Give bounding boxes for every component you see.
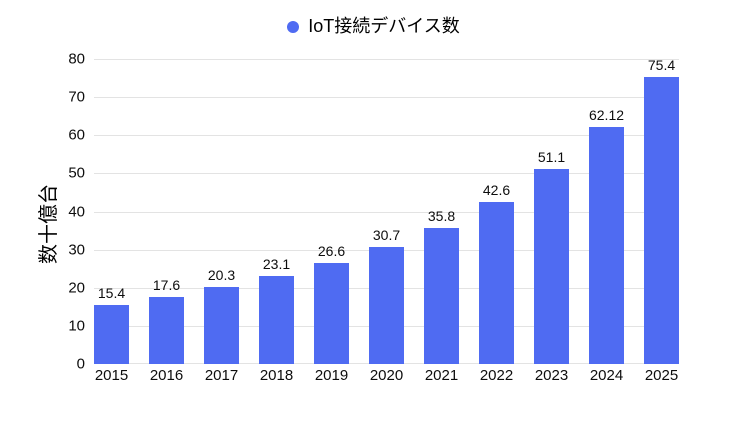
value-label-2019: 26.6: [317, 242, 346, 259]
x-tick-label-2021: 2021: [424, 367, 459, 384]
y-tick-label-30: 30: [68, 241, 85, 259]
legend-marker-icon: [287, 20, 300, 33]
bar-2018[interactable]: [259, 275, 294, 364]
y-tick-label-0: 0: [76, 355, 85, 373]
y-tick-label-10: 10: [68, 317, 85, 335]
value-label-2025: 75.4: [647, 56, 676, 73]
value-label-2018: 23.1: [262, 255, 291, 272]
value-label-2016: 17.6: [152, 276, 181, 293]
y-tick-label-20: 20: [68, 279, 85, 297]
x-tick-label-2018: 2018: [259, 367, 294, 384]
gridline: [94, 173, 679, 174]
y-tick-label-70: 70: [68, 88, 85, 106]
value-label-2022: 42.6: [482, 181, 511, 198]
bar-2017[interactable]: [204, 286, 239, 364]
bar-2019[interactable]: [314, 262, 349, 364]
bar-2022[interactable]: [479, 201, 514, 364]
bar-2025[interactable]: [644, 76, 679, 364]
x-tick-label-2019: 2019: [314, 367, 349, 384]
value-label-2015: 15.4: [97, 285, 126, 302]
y-tick-label-50: 50: [68, 164, 85, 182]
value-label-2017: 20.3: [207, 266, 236, 283]
value-label-2023: 51.1: [537, 149, 566, 166]
x-tick-label-2017: 2017: [204, 367, 239, 384]
plot-area: 15.4 17.6 20.3 23.1 26.6 30.7 35.8 42.6 51.1 62.1…: [94, 56, 679, 364]
gridline: [94, 59, 679, 60]
y-tick-label-80: 80: [68, 50, 85, 68]
y-axis-title: 数十億台: [38, 184, 60, 264]
y-tick-label-40: 40: [68, 203, 85, 220]
bar-2016[interactable]: [149, 296, 184, 364]
gridline: [94, 212, 679, 213]
gridline: [94, 97, 679, 98]
bar-2021[interactable]: [424, 227, 459, 364]
x-tick-label-2020: 2020: [369, 367, 404, 384]
x-tick-label-2022: 2022: [479, 367, 514, 384]
value-label-2024: 62.12: [588, 107, 625, 124]
x-tick-label-2016: 2016: [149, 367, 184, 384]
bar-2023[interactable]: [534, 169, 569, 364]
gridline: [94, 135, 679, 136]
x-tick-label-2024: 2024: [589, 367, 624, 384]
value-label-2021: 35.8: [427, 207, 456, 224]
legend-label: IoT接続デバイス数: [308, 16, 460, 36]
legend-item[interactable]: IoT接続デバイス数: [0, 16, 747, 38]
x-tick-label-2025: 2025: [644, 367, 679, 384]
bar-2024[interactable]: [589, 127, 624, 364]
value-label-2020: 30.7: [372, 227, 401, 243]
y-tick-label-60: 60: [68, 126, 85, 144]
x-tick-label-2015: 2015: [94, 367, 129, 384]
bar-2020[interactable]: [369, 247, 404, 364]
x-tick-label-2023: 2023: [534, 367, 569, 384]
bar-2015[interactable]: [94, 305, 129, 364]
